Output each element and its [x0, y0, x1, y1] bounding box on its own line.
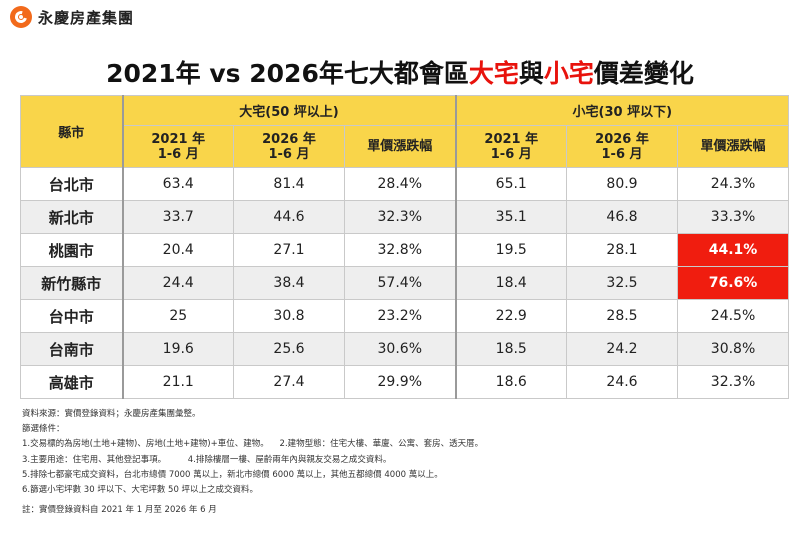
value-cell-small-2021: 18.4 [454, 266, 568, 300]
value-cell-large-chg: 32.3% [343, 200, 457, 234]
small-house-header: 小宅(30 坪以下) [454, 95, 790, 126]
title-part1: 2021年 vs 2026年七大都會區 [106, 59, 469, 88]
value-cell-small-chg: 24.3% [677, 167, 790, 201]
price-change-table: 縣市 大宅(50 坪以上) 小宅(30 坪以下) 2021 年 1-6 月 202… [20, 95, 790, 399]
criteria-item: 3.主要用途：住宅用、其他登記事項。 4.排除樓層一樓、屋齡兩年內與親友交易之成… [22, 454, 392, 465]
value-cell-large-chg: 28.4% [343, 167, 457, 201]
value-cell-large-2021: 19.6 [121, 332, 234, 366]
sub-header: 2026 年 1-6 月 [566, 125, 679, 168]
source-note: 資料來源：實價登錄資料；永慶房產集團彙整。 [22, 409, 201, 419]
value-cell-large-2026: 27.4 [233, 365, 345, 399]
value-cell-large-2021: 33.7 [121, 200, 234, 234]
sub-header: 2026 年 1-6 月 [233, 125, 345, 168]
criteria-item: 5.排除七都豪宅成交資料，台北市總價 7000 萬以上，新北市總價 6000 萬… [22, 469, 443, 480]
table-row: 台中市 25 30.8 23.2% 22.9 28.5 24.5% [20, 299, 790, 333]
title-red2: 小宅 [543, 59, 594, 88]
criteria-item: 6.篩選小宅坪數 30 坪以下、大宅坪數 50 坪以上之成交資料。 [22, 485, 259, 496]
value-cell-large-chg: 32.8% [343, 233, 457, 267]
value-cell-small-2026: 28.1 [566, 233, 679, 267]
value-cell-small-2021: 22.9 [454, 299, 568, 333]
yungching-swirl-logo-icon [10, 6, 32, 28]
value-cell-small-chg: 76.6% [677, 266, 790, 300]
value-cell-small-chg: 24.5% [677, 299, 790, 333]
value-cell-large-2026: 25.6 [233, 332, 345, 366]
value-cell-small-2021: 35.1 [454, 200, 568, 234]
value-cell-small-2021: 18.6 [454, 365, 568, 399]
value-cell-large-chg: 29.9% [343, 365, 457, 399]
table-row: 高雄市 21.1 27.4 29.9% 18.6 24.6 32.3% [20, 365, 790, 399]
sub-header: 單價漲跌幅 [343, 125, 457, 168]
city-cell: 高雄市 [20, 365, 123, 399]
value-cell-small-2026: 24.2 [566, 332, 679, 366]
value-cell-small-chg: 30.8% [677, 332, 790, 366]
city-cell: 台北市 [20, 167, 123, 201]
value-cell-small-2021: 19.5 [454, 233, 568, 267]
value-cell-small-2026: 24.6 [566, 365, 679, 399]
sub-header: 單價漲跌幅 [677, 125, 790, 168]
value-cell-large-2026: 81.4 [233, 167, 345, 201]
value-cell-small-chg: 32.3% [677, 365, 790, 399]
value-cell-large-2026: 44.6 [233, 200, 345, 234]
value-cell-large-chg: 57.4% [343, 266, 457, 300]
footnote: 註：實價登錄資料自 2021 年 1 月至 2026 年 6 月 [22, 505, 217, 516]
value-cell-small-2026: 32.5 [566, 266, 679, 300]
notes-block: 資料來源：實價登錄資料；永慶房產集團彙整。 篩選條件： 1.交易標的為房地(土地… [22, 407, 483, 518]
sub-header: 2021 年 1-6 月 [121, 125, 234, 168]
city-cell: 新竹縣市 [20, 266, 123, 300]
value-cell-large-2021: 20.4 [121, 233, 234, 267]
criteria-item: 1.交易標的為房地(土地+建物)、房地(土地+建物)+車位、建物。 2.建物型態… [22, 439, 484, 450]
brand-name: 永慶房產集團 [38, 8, 135, 27]
city-cell: 新北市 [20, 200, 123, 234]
value-cell-small-chg: 33.3% [677, 200, 790, 234]
value-cell-large-2026: 38.4 [233, 266, 345, 300]
value-cell-small-chg: 44.1% [677, 233, 790, 267]
title-part2: 價差變化 [593, 59, 694, 88]
table-row: 新北市 33.7 44.6 32.3% 35.1 46.8 33.3% [20, 200, 790, 234]
table-row: 桃園市 20.4 27.1 32.8% 19.5 28.1 44.1% [20, 233, 790, 267]
value-cell-large-chg: 23.2% [343, 299, 457, 333]
city-cell: 台南市 [20, 332, 123, 366]
brand-logo: 永慶房產集團 [10, 6, 134, 28]
large-house-header: 大宅(50 坪以上) [121, 95, 457, 126]
value-cell-small-2021: 65.1 [454, 167, 568, 201]
title-red1: 大宅 [468, 59, 519, 88]
city-cell: 台中市 [20, 299, 123, 333]
city-cell: 桃園市 [20, 233, 123, 267]
table-body: 台北市 63.4 81.4 28.4% 65.1 80.9 24.3% 新北市 33.7 44.6… [20, 167, 790, 399]
criteria-title: 篩選條件： [22, 424, 65, 435]
city-header: 縣市 [20, 95, 123, 168]
table-row: 新竹縣市 24.4 38.4 57.4% 18.4 32.5 76.6% [20, 266, 790, 300]
value-cell-large-2026: 30.8 [233, 299, 345, 333]
value-cell-large-2021: 21.1 [121, 365, 234, 399]
value-cell-large-2021: 25 [121, 299, 234, 333]
value-cell-large-2021: 24.4 [121, 266, 234, 300]
chart-title: 2021年 vs 2026年七大都會區大宅與小宅價差變化 [0, 54, 800, 90]
sub-header: 2021 年 1-6 月 [454, 125, 568, 168]
title-mid: 與 [518, 59, 544, 88]
table-row: 台南市 19.6 25.6 30.6% 18.5 24.2 30.8% [20, 332, 790, 366]
table-row: 台北市 63.4 81.4 28.4% 65.1 80.9 24.3% [20, 167, 790, 201]
value-cell-large-2021: 63.4 [121, 167, 234, 201]
value-cell-small-2026: 28.5 [566, 299, 679, 333]
value-cell-large-chg: 30.6% [343, 332, 457, 366]
value-cell-large-2026: 27.1 [233, 233, 345, 267]
value-cell-small-2026: 80.9 [566, 167, 679, 201]
value-cell-small-2021: 18.5 [454, 332, 568, 366]
value-cell-small-2026: 46.8 [566, 200, 679, 234]
